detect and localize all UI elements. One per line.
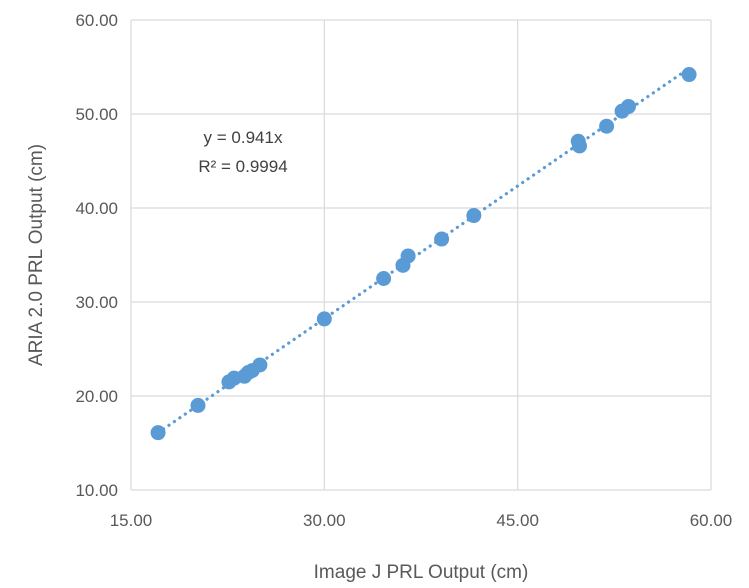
y-tick-label: 60.00 (75, 11, 118, 30)
x-tick-label: 45.00 (496, 511, 539, 530)
gridlines (130, 19, 712, 491)
data-point (572, 138, 588, 154)
data-point (621, 98, 637, 114)
r-squared-label: R² = 0.9994 (198, 157, 287, 176)
data-point (400, 248, 416, 264)
data-point (252, 357, 268, 373)
x-axis-title: Image J PRL Output (cm) (314, 562, 529, 583)
x-tick-label: 60.00 (690, 511, 733, 530)
equation-label: y = 0.941x (204, 128, 283, 147)
data-point (599, 118, 615, 134)
data-point (316, 311, 332, 327)
y-tick-label: 50.00 (75, 105, 118, 124)
y-tick-label: 20.00 (75, 387, 118, 406)
plot-area (131, 20, 711, 490)
data-point (150, 425, 166, 441)
y-tick-label: 30.00 (75, 293, 118, 312)
y-tick-label: 40.00 (75, 199, 118, 218)
data-point (190, 397, 206, 413)
y-tick-labels: 10.00 20.00 30.00 40.00 50.00 60.00 (75, 11, 118, 500)
y-tick-label: 10.00 (75, 481, 118, 500)
data-point (466, 208, 482, 224)
x-tick-label: 30.00 (303, 511, 346, 530)
y-axis-title: ARIA 2.0 PRL Output (cm) (26, 144, 47, 366)
trendline-group (156, 66, 691, 435)
trendline (156, 66, 691, 435)
data-points (150, 67, 697, 441)
data-point (434, 231, 450, 247)
data-point (681, 67, 697, 83)
x-tick-labels: 15.00 30.00 45.00 60.00 (110, 511, 733, 530)
data-point (376, 271, 392, 286)
x-tick-label: 15.00 (110, 511, 153, 530)
